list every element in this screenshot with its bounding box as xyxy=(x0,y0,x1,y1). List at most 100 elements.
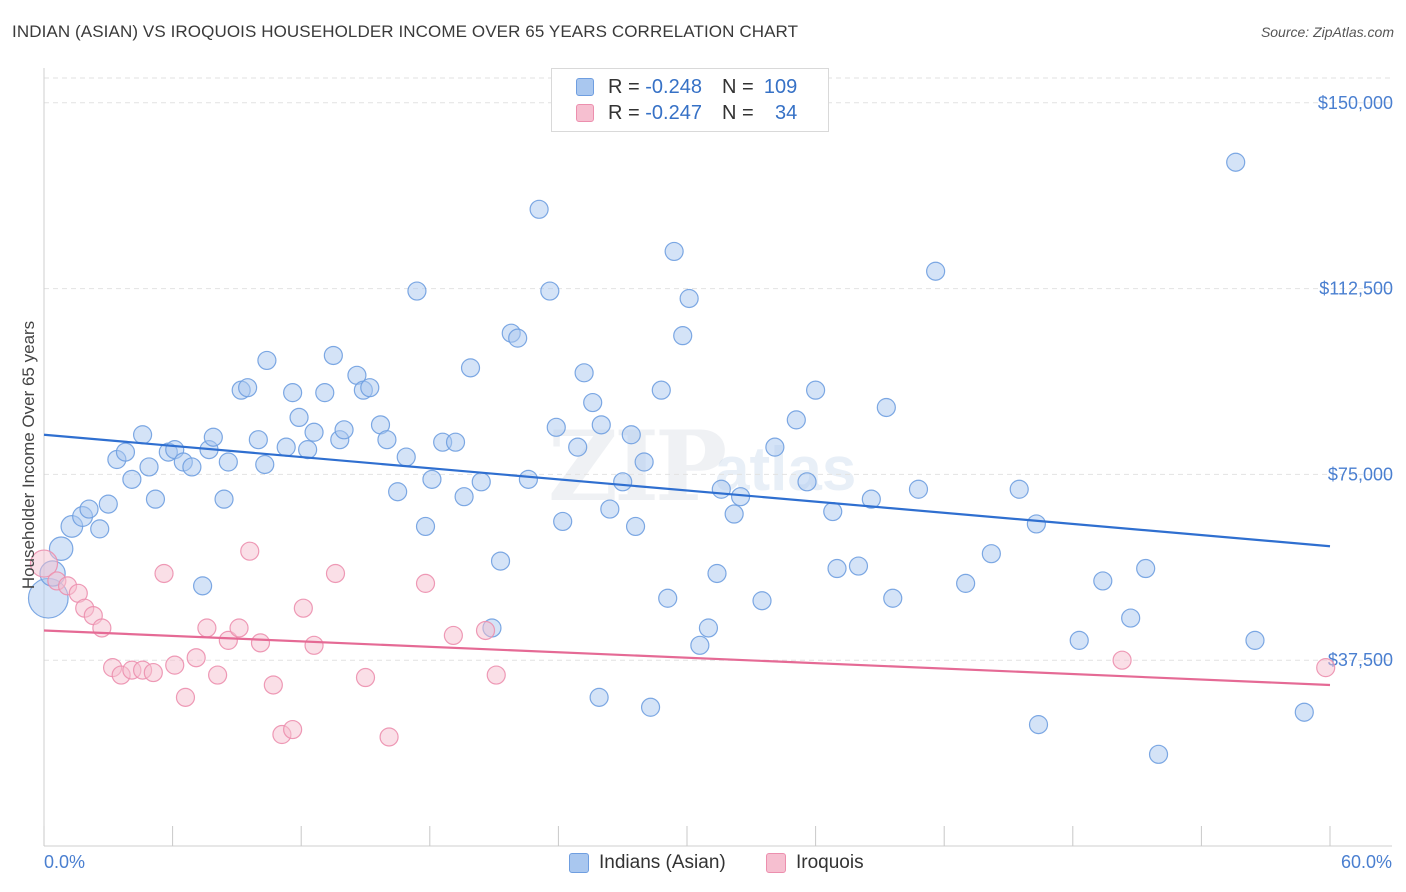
data-point xyxy=(122,469,142,489)
data-point xyxy=(276,437,296,457)
series-legend-iroquois[interactable]: Iroquois xyxy=(766,852,864,874)
series-legend-indians[interactable]: Indians (Asian) xyxy=(569,852,726,874)
legend-n-value: 109 xyxy=(763,75,798,98)
data-point xyxy=(827,558,847,579)
data-point xyxy=(823,501,843,522)
legend-row-indians: R = -0.248 N = 109 xyxy=(576,75,797,99)
series-label-indians: Indians (Asian) xyxy=(599,852,726,873)
data-point xyxy=(360,378,380,398)
data-point xyxy=(443,625,463,646)
y-tick-labels: $37,500 $75,000 $112,500 $150,000 xyxy=(1318,93,1393,670)
data-point xyxy=(634,452,654,472)
data-point xyxy=(589,687,609,707)
data-point xyxy=(304,422,324,442)
data-point xyxy=(90,519,110,539)
data-point xyxy=(304,635,324,655)
legend-n-value: 34 xyxy=(774,101,798,124)
data-point xyxy=(325,563,346,584)
data-point xyxy=(415,516,436,537)
data-point xyxy=(289,407,309,428)
data-point xyxy=(139,457,159,477)
data-point xyxy=(651,380,671,400)
data-point xyxy=(193,576,213,596)
data-point xyxy=(1121,608,1141,628)
data-point xyxy=(1226,152,1246,172)
series-label-iroquois: Iroquois xyxy=(796,852,864,873)
data-point xyxy=(664,241,684,262)
data-point xyxy=(250,633,271,653)
y-tick-label: $37,500 xyxy=(1328,650,1393,670)
data-point xyxy=(257,350,277,371)
data-point xyxy=(422,469,442,489)
x-tick-label-min: 0.0% xyxy=(44,852,85,872)
data-point xyxy=(568,437,588,457)
data-point xyxy=(1294,702,1314,722)
data-point xyxy=(673,326,693,346)
data-point xyxy=(407,281,427,301)
data-point xyxy=(218,630,238,650)
data-point xyxy=(765,437,785,457)
y-tick-label: $150,000 xyxy=(1318,93,1393,113)
legend-swatch-iroquois xyxy=(576,104,594,122)
data-point xyxy=(752,591,772,611)
legend-r-label: R = xyxy=(608,75,646,98)
data-point xyxy=(415,573,436,593)
data-point xyxy=(323,345,343,366)
data-point xyxy=(454,487,474,507)
data-point xyxy=(574,363,594,383)
data-point xyxy=(186,648,206,668)
axes xyxy=(43,68,1392,847)
trend-lines xyxy=(43,433,1331,687)
data-point xyxy=(553,511,573,532)
data-point xyxy=(546,417,566,437)
data-point xyxy=(1316,658,1336,678)
data-point xyxy=(182,457,202,477)
data-point xyxy=(240,541,260,561)
data-point xyxy=(711,479,731,499)
data-point xyxy=(377,430,397,450)
legend-n-label: N = xyxy=(721,75,760,98)
data-point xyxy=(92,618,112,638)
data-point xyxy=(698,618,719,638)
data-point xyxy=(805,380,826,400)
data-point xyxy=(908,479,929,499)
data-point xyxy=(248,430,268,450)
data-point xyxy=(591,415,611,435)
data-point xyxy=(540,281,560,301)
data-point xyxy=(508,328,528,348)
legend-row-iroquois: R = -0.247 N = 34 xyxy=(576,101,797,125)
data-point xyxy=(707,563,727,584)
series-swatch-indians xyxy=(569,853,589,873)
data-point xyxy=(621,425,641,445)
data-point xyxy=(115,442,136,462)
series-swatch-iroquois xyxy=(766,853,786,873)
x-tick-label-max: 60.0% xyxy=(1341,852,1392,872)
data-point xyxy=(218,452,238,472)
data-point xyxy=(1026,514,1046,534)
data-point xyxy=(640,697,661,717)
legend-n-label: N = xyxy=(721,101,760,124)
data-point xyxy=(724,504,744,524)
y-tick-label: $75,000 xyxy=(1328,464,1393,484)
data-point xyxy=(315,383,335,403)
data-point xyxy=(48,536,74,562)
data-point xyxy=(861,489,881,509)
data-point xyxy=(388,482,408,502)
data-point xyxy=(98,494,118,514)
series-legend: Indians (Asian) Iroquois xyxy=(0,852,1406,878)
data-point xyxy=(263,675,283,695)
y-tick-label: $112,500 xyxy=(1319,279,1393,299)
data-point xyxy=(293,598,313,618)
legend-swatch-indians xyxy=(576,78,594,96)
data-point xyxy=(143,662,163,683)
data-point xyxy=(1245,630,1265,650)
data-point xyxy=(255,454,275,475)
data-point xyxy=(1069,630,1089,650)
data-point xyxy=(379,727,399,747)
data-point xyxy=(679,288,699,309)
data-point xyxy=(490,551,511,571)
data-point xyxy=(583,392,603,413)
data-point xyxy=(1009,479,1029,499)
data-point xyxy=(396,447,416,467)
